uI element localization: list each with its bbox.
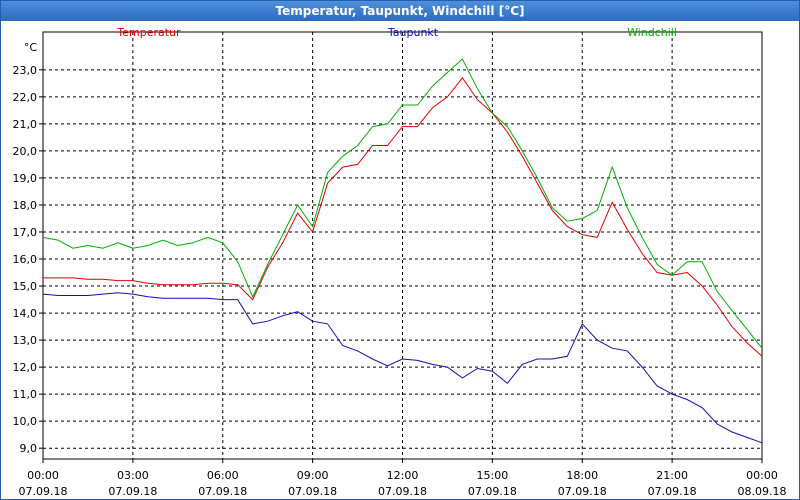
y-tick-label: 13,0 (13, 334, 38, 347)
x-tick-date: 07.09.18 (19, 485, 68, 498)
x-tick-date: 07.09.18 (288, 485, 337, 498)
x-tick-date: 07.09.18 (198, 485, 247, 498)
y-tick-label: 22,0 (13, 91, 38, 104)
x-tick-date: 07.09.18 (108, 485, 157, 498)
y-tick-label: 21,0 (13, 118, 38, 131)
legend-item-temperatur: Temperatur (116, 26, 181, 39)
x-tick-date: 07.09.18 (648, 485, 697, 498)
series-line-windchill (42, 58, 763, 349)
x-tick-date: 07.09.18 (468, 485, 517, 498)
series-line-temperatur (43, 77, 763, 357)
series-line-taupunkt (42, 292, 763, 444)
y-tick-label: 23,0 (13, 64, 38, 77)
y-tick-label: 18,0 (13, 199, 38, 212)
y-axis-label: °C (24, 41, 38, 54)
line-chart: 9,0 10,0 11,0 12,0 13,0 14,0 15,0 16,0 17,0 18,0 1… (13, 26, 787, 498)
y-tick-label: 17,0 (13, 226, 38, 239)
x-tick-date: 07.09.18 (558, 485, 607, 498)
x-tick-time: 18:00 (566, 469, 598, 482)
y-tick-label: 9,0 (20, 442, 38, 455)
y-tick-label: 14,0 (13, 307, 38, 320)
y-tick-label: 12,0 (13, 361, 38, 374)
x-tick-time: 00:00 (746, 469, 778, 482)
x-tick-time: 03:00 (117, 469, 149, 482)
y-tick-label: 19,0 (13, 172, 38, 185)
x-tick-date: 07.09.18 (378, 485, 427, 498)
x-tick-date: 08.09.18 (738, 485, 787, 498)
x-tick-time: 12:00 (387, 469, 419, 482)
x-tick-time: 06:00 (207, 469, 239, 482)
window-title: Temperatur, Taupunkt, Windchill [°C] (1, 1, 799, 21)
legend-item-windchill: Windchill (627, 26, 677, 39)
y-tick-label: 10,0 (13, 415, 38, 428)
y-tick-label: 16,0 (13, 253, 38, 266)
series (42, 58, 763, 444)
x-tick-time: 09:00 (297, 469, 329, 482)
x-tick-time: 21:00 (656, 469, 688, 482)
y-tick-label: 15,0 (13, 280, 38, 293)
y-axis-ticks: 9,0 10,0 11,0 12,0 13,0 14,0 15,0 16,0 17,0 18,0 1… (13, 64, 43, 455)
x-tick-time: 00:00 (27, 469, 59, 482)
grid (43, 32, 762, 459)
x-axis-ticks: 00:00 07.09.18 03:00 07.09.18 06:00 07.09.18 0… (19, 459, 787, 498)
y-tick-label: 20,0 (13, 145, 38, 158)
legend: Temperatur Taupunkt Windchill (116, 26, 677, 39)
y-tick-label: 11,0 (13, 388, 38, 401)
legend-item-taupunkt: Taupunkt (387, 26, 439, 39)
x-tick-time: 15:00 (477, 469, 509, 482)
